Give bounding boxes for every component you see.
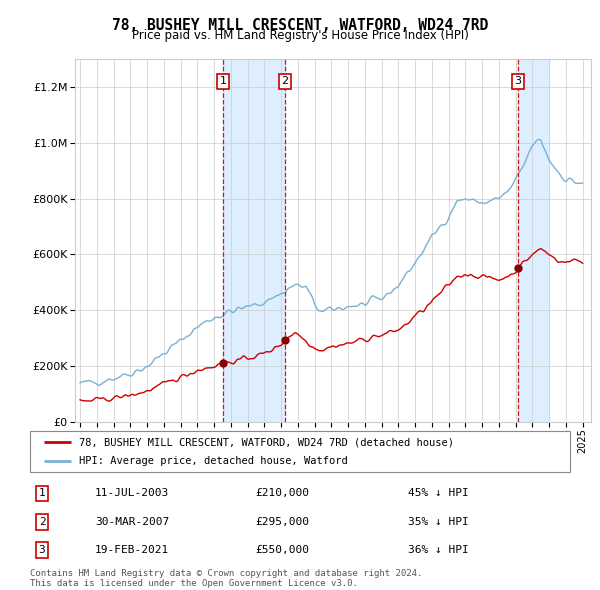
Text: 30-MAR-2007: 30-MAR-2007 <box>95 517 169 527</box>
Text: 3: 3 <box>38 545 46 555</box>
Text: 35% ↓ HPI: 35% ↓ HPI <box>407 517 469 527</box>
Text: 2: 2 <box>281 76 289 86</box>
Text: 1: 1 <box>38 489 46 499</box>
Text: 36% ↓ HPI: 36% ↓ HPI <box>407 545 469 555</box>
Text: 78, BUSHEY MILL CRESCENT, WATFORD, WD24 7RD (detached house): 78, BUSHEY MILL CRESCENT, WATFORD, WD24 … <box>79 437 454 447</box>
Text: 45% ↓ HPI: 45% ↓ HPI <box>407 489 469 499</box>
FancyBboxPatch shape <box>30 431 570 472</box>
Text: 78, BUSHEY MILL CRESCENT, WATFORD, WD24 7RD: 78, BUSHEY MILL CRESCENT, WATFORD, WD24 … <box>112 18 488 32</box>
Text: £295,000: £295,000 <box>255 517 309 527</box>
Text: Price paid vs. HM Land Registry's House Price Index (HPI): Price paid vs. HM Land Registry's House … <box>131 30 469 42</box>
Text: HPI: Average price, detached house, Watford: HPI: Average price, detached house, Watf… <box>79 456 347 466</box>
Text: 2: 2 <box>38 517 46 527</box>
Bar <box>223 59 285 422</box>
Text: 3: 3 <box>514 76 521 86</box>
Text: 19-FEB-2021: 19-FEB-2021 <box>95 545 169 555</box>
Text: This data is licensed under the Open Government Licence v3.0.: This data is licensed under the Open Gov… <box>30 579 358 588</box>
Text: 11-JUL-2003: 11-JUL-2003 <box>95 489 169 499</box>
Text: £210,000: £210,000 <box>255 489 309 499</box>
Text: £550,000: £550,000 <box>255 545 309 555</box>
Bar <box>518 59 549 422</box>
Text: Contains HM Land Registry data © Crown copyright and database right 2024.: Contains HM Land Registry data © Crown c… <box>30 569 422 578</box>
Text: 1: 1 <box>220 76 226 86</box>
